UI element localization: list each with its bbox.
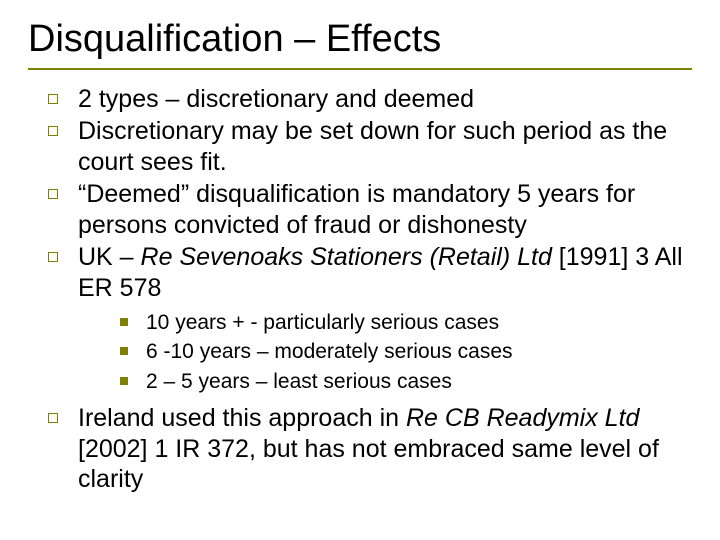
- slide: Disqualification – Effects 2 types – dis…: [0, 0, 720, 540]
- sub-bullet-text: 2 – 5 years – least serious cases: [146, 370, 452, 393]
- bullet-text: Discretionary may be set down for such p…: [78, 117, 667, 176]
- sub-bullet-text: 10 years + - particularly serious cases: [146, 311, 499, 334]
- bullet-text: 2 types – discretionary and deemed: [78, 85, 474, 113]
- bullet-text-prefix: Ireland used this approach in: [78, 404, 406, 432]
- bullet-text-prefix: UK –: [78, 243, 141, 271]
- sub-bullet-item: 10 years + - particularly serious cases: [116, 309, 692, 336]
- bullet-text-italic: Re Sevenoaks Stationers (Retail) Ltd: [141, 243, 552, 271]
- bullet-item: UK – Re Sevenoaks Stationers (Retail) Lt…: [46, 242, 692, 303]
- bullet-item: Discretionary may be set down for such p…: [46, 116, 692, 177]
- bullet-text: “Deemed” disqualification is mandatory 5…: [78, 180, 635, 239]
- slide-title: Disqualification – Effects: [28, 18, 692, 62]
- bullet-item: 2 types – discretionary and deemed: [46, 84, 692, 115]
- title-rule: [28, 68, 692, 70]
- sub-bullet-item: 6 -10 years – moderately serious cases: [116, 338, 692, 365]
- bullet-list: Ireland used this approach in Re CB Read…: [28, 403, 692, 495]
- bullet-text-suffix: [2002] 1 IR 372, but has not embraced sa…: [78, 435, 659, 494]
- bullet-text-italic: Re CB Readymix Ltd: [406, 404, 639, 432]
- bullet-list: 2 types – discretionary and deemed Discr…: [28, 84, 692, 304]
- sub-bullet-list: 10 years + - particularly serious cases …: [28, 309, 692, 395]
- sub-bullet-item: 2 – 5 years – least serious cases: [116, 368, 692, 395]
- sub-bullet-text: 6 -10 years – moderately serious cases: [146, 340, 513, 363]
- bullet-item: Ireland used this approach in Re CB Read…: [46, 403, 692, 495]
- bullet-item: “Deemed” disqualification is mandatory 5…: [46, 179, 692, 240]
